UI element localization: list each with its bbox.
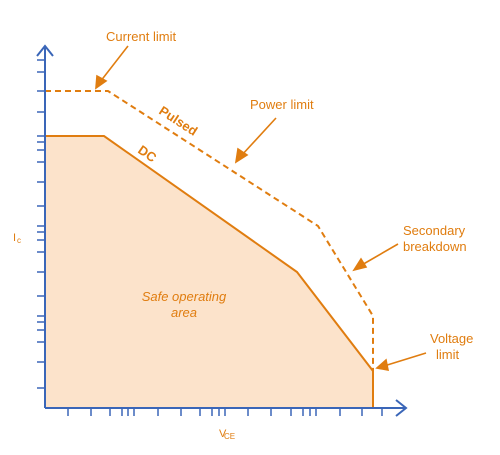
callout-arrows	[95, 45, 427, 371]
y-axis-title: I c	[13, 232, 21, 245]
y-axis-ticks	[37, 59, 45, 389]
current-limit-label: Current limit	[106, 29, 176, 44]
voltage-limit-arrow	[383, 352, 427, 367]
svg-text:I: I	[13, 232, 16, 244]
secondary-breakdown-label-line2: breakdown	[403, 239, 467, 254]
secondary-breakdown-label-line1: Secondary	[403, 223, 466, 238]
svg-text:V: V	[219, 428, 227, 440]
x-axis-title: V CE	[219, 428, 235, 441]
pulsed-limit-line	[45, 90, 374, 371]
safe-area-label-line2: area	[171, 305, 197, 320]
dc-limit-line	[45, 135, 374, 408]
safe-area-label-line1: Safe operating	[142, 289, 227, 304]
y-axis	[36, 44, 54, 408]
safe-operating-area-fill	[45, 136, 373, 408]
current-limit-arrow	[99, 45, 129, 83]
pulsed-label: Pulsed	[156, 103, 200, 139]
secondary-breakdown-arrow	[359, 243, 399, 267]
voltage-limit-label-line1: Voltage	[430, 331, 473, 346]
x-axis-ticks	[67, 408, 383, 416]
svg-text:CE: CE	[224, 432, 235, 441]
svg-text:c: c	[17, 236, 21, 245]
power-limit-label: Power limit	[250, 97, 314, 112]
voltage-limit-label-line2: limit	[436, 347, 459, 362]
power-limit-arrow	[240, 117, 277, 157]
